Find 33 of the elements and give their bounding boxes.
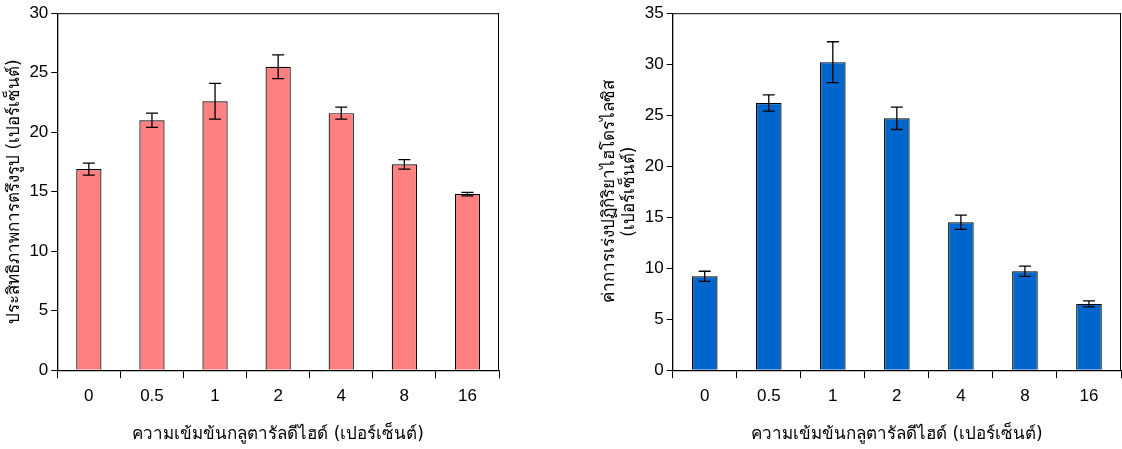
y-tick-label: 30 — [29, 2, 49, 22]
y-tick-label: 20 — [29, 121, 49, 141]
x-tick-label: 4 — [336, 386, 346, 406]
x-tick-label: 16 — [457, 386, 477, 406]
y-axis-title: ค่าการเร่งปฏิกิริยาไฮโดรไลซิส (เปอร์เซ็นต์) — [597, 79, 639, 304]
x-tick-label: 0 — [700, 386, 710, 406]
y-tick-label: 0 — [654, 359, 664, 379]
x-tick-label: 2 — [273, 386, 283, 406]
x-tick-label: 8 — [399, 386, 410, 406]
x-tick-label: 4 — [956, 386, 966, 406]
y-tick-label: 10 — [644, 257, 664, 277]
x-tick-label: 0.5 — [756, 386, 781, 406]
x-axis-title: ความเข้มข้นกลูตารัลดีไฮด์ (เปอร์เซ็นต์) — [132, 422, 424, 445]
y-tick-label: 25 — [29, 62, 49, 82]
y-tick-label: 0 — [38, 359, 49, 379]
x-tick-label: 1 — [828, 386, 838, 406]
y-tick-label: 35 — [644, 2, 664, 22]
y-tick-label: 5 — [38, 300, 49, 320]
y-axis-title: ประสิทธิภาพการตรึงรูป (เปอร์เซ็นต์) — [1, 59, 24, 325]
x-axis-title: ความเข้มข้นกลูตารัลดีไฮด์ (เปอร์เซ็นต์) — [751, 422, 1043, 445]
y-tick-label: 20 — [644, 155, 664, 175]
x-tick-label: 16 — [1079, 386, 1099, 406]
x-tick-label: 8 — [1020, 386, 1030, 406]
y-tick-label: 15 — [29, 181, 49, 201]
y-tick-label: 10 — [29, 240, 49, 260]
y-tick-label: 5 — [654, 308, 664, 328]
y-tick-label: 30 — [644, 53, 664, 73]
x-tick-label: 1 — [210, 386, 220, 406]
x-tick-label: 0 — [84, 386, 94, 406]
y-tick-label: 25 — [644, 104, 664, 124]
x-tick-label: 2 — [892, 386, 902, 406]
x-tick-label: 0.5 — [140, 386, 164, 406]
y-tick-label: 15 — [644, 206, 664, 226]
